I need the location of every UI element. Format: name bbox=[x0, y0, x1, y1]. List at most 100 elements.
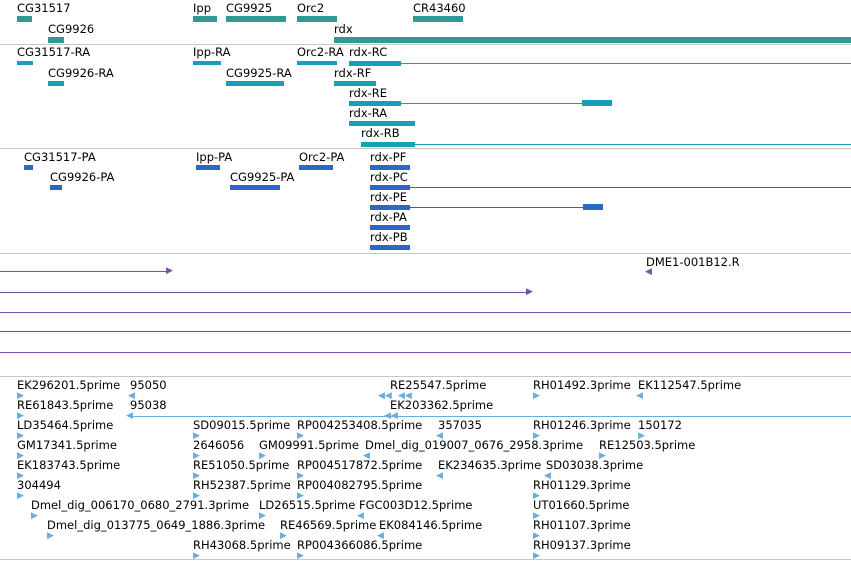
transcript-feature[interactable] bbox=[349, 121, 415, 126]
transcript-label[interactable]: CG31517-RA bbox=[17, 45, 91, 59]
est-label[interactable]: EK203362.5prime bbox=[390, 398, 494, 412]
transcript-feature[interactable] bbox=[349, 61, 401, 66]
transcript-feature[interactable] bbox=[193, 61, 221, 65]
est-label[interactable]: 95038 bbox=[130, 398, 167, 412]
alignment-line[interactable] bbox=[0, 271, 168, 272]
protein-feature[interactable] bbox=[370, 165, 410, 170]
est-label[interactable]: EK234635.3prime bbox=[438, 458, 542, 472]
transcript-feature[interactable] bbox=[582, 100, 612, 106]
protein-feature[interactable] bbox=[583, 204, 603, 210]
protein-label[interactable]: CG9926-PA bbox=[50, 170, 115, 184]
est-label[interactable]: 304494 bbox=[17, 478, 61, 492]
est-label[interactable]: RE51050.5prime bbox=[193, 458, 290, 472]
est-label[interactable]: RH52387.5prime bbox=[193, 478, 291, 492]
est-label[interactable]: RE12503.5prime bbox=[599, 438, 696, 452]
est-label[interactable]: RE46569.5prime bbox=[280, 518, 377, 532]
est-label[interactable]: RE25547.5prime bbox=[390, 378, 487, 392]
est-label[interactable]: EK112547.5prime bbox=[638, 378, 742, 392]
alignment-label[interactable]: DME1-001B12.R bbox=[646, 255, 740, 269]
est-label[interactable]: RH43068.5prime bbox=[193, 538, 291, 552]
protein-label[interactable]: Ipp-PA bbox=[196, 150, 233, 164]
transcript-feature[interactable] bbox=[48, 81, 64, 86]
gene-label[interactable]: CG9926 bbox=[48, 22, 95, 36]
gene-feature[interactable] bbox=[193, 16, 217, 22]
protein-label[interactable]: rdx-PB bbox=[370, 230, 408, 244]
protein-label[interactable]: CG31517-PA bbox=[24, 150, 96, 164]
transcript-feature[interactable] bbox=[297, 61, 337, 65]
protein-label[interactable]: rdx-PE bbox=[370, 190, 407, 204]
protein-feature[interactable] bbox=[24, 165, 33, 170]
protein-label[interactable]: Orc2-PA bbox=[299, 150, 345, 164]
transcript-feature[interactable] bbox=[17, 61, 33, 65]
transcript-label[interactable]: rdx-RF bbox=[334, 66, 372, 80]
est-label[interactable]: RH01129.3prime bbox=[533, 478, 631, 492]
gene-feature[interactable] bbox=[48, 37, 64, 43]
transcript-feature[interactable] bbox=[334, 81, 376, 86]
gene-label[interactable]: CG31517 bbox=[17, 1, 71, 15]
protein-feature[interactable] bbox=[370, 205, 410, 210]
est-label[interactable]: 357035 bbox=[438, 418, 482, 432]
gene-feature[interactable] bbox=[413, 16, 463, 22]
est-alignment-line[interactable] bbox=[128, 416, 851, 417]
est-label[interactable]: UT01660.5prime bbox=[533, 498, 630, 512]
protein-feature[interactable] bbox=[230, 185, 280, 190]
est-label[interactable]: 2646056 bbox=[193, 438, 245, 452]
est-label[interactable]: Dmel_dig_013775_0649_1886.3prime bbox=[47, 518, 266, 532]
est-label[interactable]: RE61843.5prime bbox=[17, 398, 114, 412]
protein-feature[interactable] bbox=[370, 225, 410, 230]
est-label[interactable]: RH01107.3prime bbox=[533, 518, 631, 532]
est-label[interactable]: RP004253408.5prime bbox=[297, 418, 423, 432]
protein-label[interactable]: rdx-PC bbox=[370, 170, 408, 184]
protein-label[interactable]: CG9925-PA bbox=[230, 170, 295, 184]
transcript-feature[interactable] bbox=[226, 81, 284, 86]
transcript-label[interactable]: rdx-RA bbox=[349, 106, 388, 120]
alignment-line[interactable] bbox=[0, 331, 851, 332]
est-label[interactable]: SD09015.5prime bbox=[193, 418, 291, 432]
transcript-label[interactable]: rdx-RC bbox=[349, 45, 388, 59]
est-label[interactable]: EK084146.5prime bbox=[379, 518, 483, 532]
protein-label[interactable]: rdx-PA bbox=[370, 210, 407, 224]
transcript-label[interactable]: rdx-RE bbox=[349, 86, 388, 100]
est-label[interactable]: RH01246.3prime bbox=[533, 418, 631, 432]
est-label[interactable]: Dmel_dig_006170_0680_2791.3prime bbox=[31, 498, 250, 512]
transcript-label[interactable]: CG9926-RA bbox=[48, 66, 114, 80]
gene-feature[interactable] bbox=[226, 16, 286, 22]
transcript-feature[interactable] bbox=[349, 101, 401, 106]
alignment-line[interactable] bbox=[0, 292, 528, 293]
gene-label[interactable]: CG9925 bbox=[226, 1, 273, 15]
est-label[interactable]: 95050 bbox=[130, 378, 167, 392]
transcript-label[interactable]: rdx-RB bbox=[361, 126, 400, 140]
est-label[interactable]: RH09137.3prime bbox=[533, 538, 631, 552]
est-label[interactable]: SD03038.3prime bbox=[546, 458, 644, 472]
est-label[interactable]: FGC003D12.5prime bbox=[359, 498, 473, 512]
est-label[interactable]: RH01492.3prime bbox=[533, 378, 631, 392]
protein-label[interactable]: rdx-PF bbox=[370, 150, 407, 164]
est-label[interactable]: GM09991.5prime bbox=[259, 438, 359, 452]
est-label[interactable]: LD26515.5prime bbox=[259, 498, 356, 512]
transcript-label[interactable]: CG9925-RA bbox=[226, 66, 292, 80]
gene-feature[interactable] bbox=[17, 16, 32, 22]
transcript-label[interactable]: Ipp-RA bbox=[193, 45, 231, 59]
est-label[interactable]: RP004517872.5prime bbox=[297, 458, 423, 472]
est-label[interactable]: RP004366086.5prime bbox=[297, 538, 423, 552]
protein-feature[interactable] bbox=[50, 185, 62, 190]
protein-feature[interactable] bbox=[370, 245, 410, 250]
protein-feature[interactable] bbox=[370, 185, 410, 190]
est-label[interactable]: RP004082795.5prime bbox=[297, 478, 423, 492]
gene-label[interactable]: rdx bbox=[334, 22, 353, 36]
gene-feature[interactable] bbox=[334, 37, 851, 43]
gene-label[interactable]: CR43460 bbox=[413, 1, 466, 15]
gene-label[interactable]: Orc2 bbox=[297, 1, 325, 15]
alignment-line[interactable] bbox=[0, 352, 851, 353]
est-label[interactable]: 150172 bbox=[638, 418, 682, 432]
protein-feature[interactable] bbox=[196, 165, 220, 170]
gene-label[interactable]: Ipp bbox=[193, 1, 211, 15]
est-label[interactable]: EK183743.5prime bbox=[17, 458, 121, 472]
transcript-feature[interactable] bbox=[361, 142, 415, 147]
protein-feature[interactable] bbox=[299, 165, 333, 170]
est-label[interactable]: GM17341.5prime bbox=[17, 438, 117, 452]
alignment-line[interactable] bbox=[0, 312, 851, 313]
gene-feature[interactable] bbox=[297, 16, 337, 22]
transcript-label[interactable]: Orc2-RA bbox=[297, 45, 344, 59]
est-label[interactable]: EK296201.5prime bbox=[17, 378, 121, 392]
